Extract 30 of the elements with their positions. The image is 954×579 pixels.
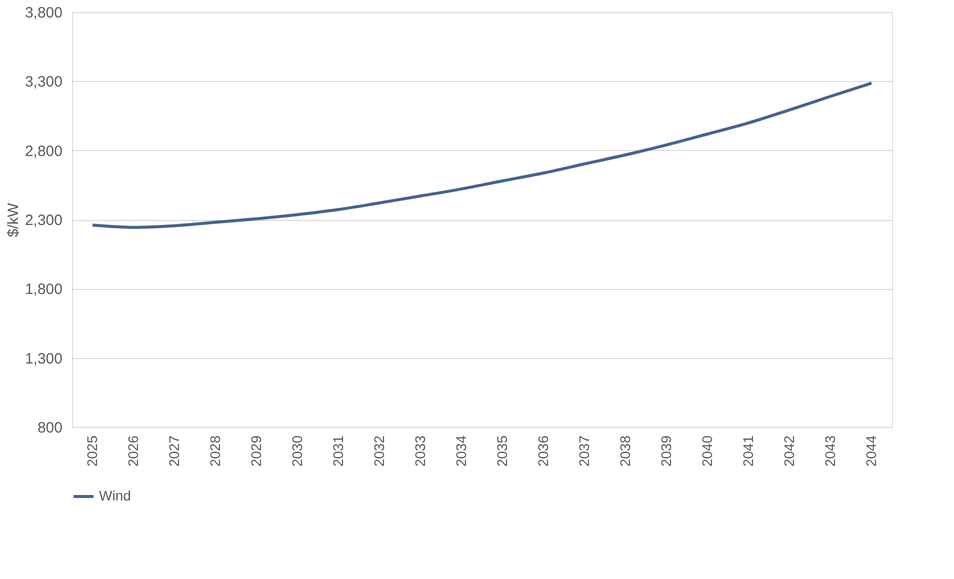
x-tick-label: 2026	[125, 435, 141, 467]
x-tick-label: 2039	[658, 435, 674, 467]
x-tick-label: 2028	[207, 435, 223, 467]
x-tick-label: 2042	[781, 435, 797, 467]
x-tick-label: 2034	[453, 435, 469, 467]
x-tick-label: 2038	[617, 435, 633, 467]
x-tick-label: 2027	[166, 435, 182, 467]
legend-label: Wind	[99, 488, 131, 504]
x-tick-label: 2032	[371, 435, 387, 467]
y-tick-label: 1,800	[24, 281, 62, 298]
x-tick-label: 2037	[576, 435, 592, 467]
x-tick-label: 2041	[740, 435, 756, 467]
x-tick-label: 2031	[330, 435, 346, 467]
y-tick-label: 3,300	[24, 74, 62, 91]
y-tick-label: 2,800	[24, 142, 62, 160]
y-tick-label: 1,300	[24, 350, 62, 368]
x-tick-label: 2044	[863, 435, 879, 467]
x-tick-label: 2036	[535, 435, 551, 467]
x-tick-label: 2029	[248, 435, 264, 467]
line-series	[91, 82, 873, 229]
y-tick-label: 2,300	[24, 212, 62, 229]
x-tick-label: 2025	[84, 435, 100, 467]
x-tick-label: 2040	[699, 435, 715, 467]
y-tick-label: 3,800	[24, 4, 62, 22]
y-axis-title: $/kW	[4, 202, 22, 238]
x-tick-label: 2035	[494, 435, 510, 467]
y-tick-label: 800	[37, 420, 62, 436]
x-tick-label: 2030	[289, 435, 305, 467]
x-tick-label: 2033	[412, 435, 428, 467]
x-tick-label: 2043	[822, 435, 838, 467]
